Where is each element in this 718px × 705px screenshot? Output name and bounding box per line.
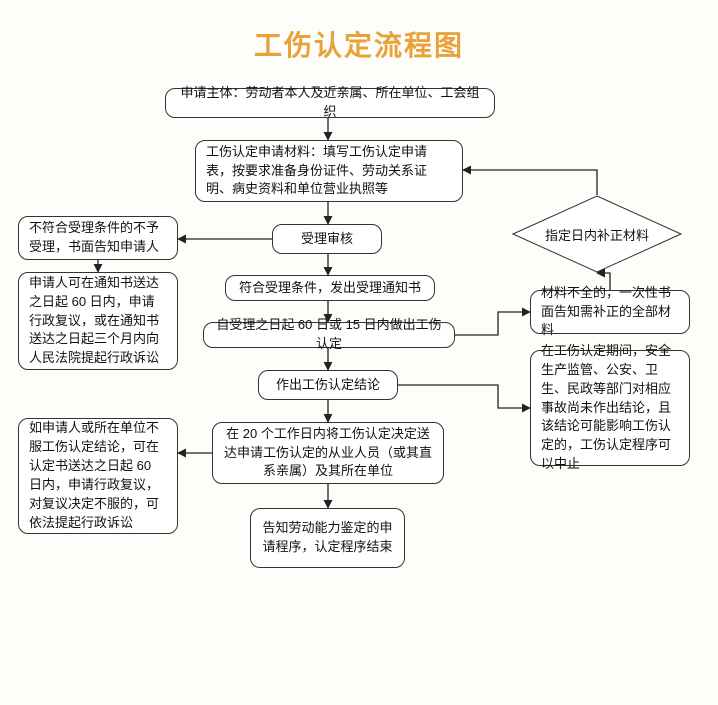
node-text: 符合受理条件，发出受理通知书 xyxy=(239,279,421,298)
node-text: 告知劳动能力鉴定的申请程序，认定程序结束 xyxy=(261,519,394,557)
node-disagree: 如申请人或所在单位不服工伤认定结论，可在认定书送达之日起 60 日内，申请行政复… xyxy=(18,418,178,534)
node-appeal-60d: 申请人可在通知书送达之日起 60 日内，申请行政复议，或在通知书送达之日起三个月… xyxy=(18,272,178,370)
node-text: 指定日内补正材料 xyxy=(545,225,649,244)
node-text: 在工伤认定期间，安全生产监管、公安、卫生、民政等部门对相应事故尚未作出结论，且该… xyxy=(541,342,679,474)
node-deadline: 自受理之日起 60 日或 15 日内做出工伤认定 xyxy=(203,322,455,348)
node-conclusion: 作出工伤认定结论 xyxy=(258,370,398,400)
node-incomplete-materials: 材料不全的，一次性书面告知需补正的全部材料 xyxy=(530,290,690,334)
node-text: 自受理之日起 60 日或 15 日内做出工伤认定 xyxy=(214,316,444,354)
flowchart-stage: 工伤认定流程图 申请主体：劳动者本人及近亲属、所在单位、工会组织 工伤认定申请材… xyxy=(0,0,718,705)
diagram-title: 工伤认定流程图 xyxy=(0,24,718,64)
node-text: 材料不全的，一次性书面告知需补正的全部材料 xyxy=(541,284,679,341)
node-accept-notice: 符合受理条件，发出受理通知书 xyxy=(225,275,435,301)
node-supplement-decision: 指定日内补正材料 xyxy=(512,195,682,273)
node-end: 告知劳动能力鉴定的申请程序，认定程序结束 xyxy=(250,508,405,568)
node-review: 受理审核 xyxy=(272,224,382,254)
node-text: 作出工伤认定结论 xyxy=(276,376,380,395)
node-text: 如申请人或所在单位不服工伤认定结论，可在认定书送达之日起 60 日内，申请行政复… xyxy=(29,419,167,532)
node-applicant: 申请主体：劳动者本人及近亲属、所在单位、工会组织 xyxy=(165,88,495,118)
node-reject: 不符合受理条件的不予受理，书面告知申请人 xyxy=(18,216,178,260)
node-delivery: 在 20 个工作日内将工伤认定决定送达申请工伤认定的从业人员（或其直系亲属）及其… xyxy=(212,422,444,484)
node-suspend: 在工伤认定期间，安全生产监管、公安、卫生、民政等部门对相应事故尚未作出结论，且该… xyxy=(530,350,690,466)
node-text: 受理审核 xyxy=(301,230,353,249)
node-text: 不符合受理条件的不予受理，书面告知申请人 xyxy=(29,219,167,257)
node-text: 申请主体：劳动者本人及近亲属、所在单位、工会组织 xyxy=(176,84,484,122)
node-text: 工伤认定申请材料：填写工伤认定申请表，按要求准备身份证件、劳动关系证明、病史资料… xyxy=(206,143,452,200)
node-text: 申请人可在通知书送达之日起 60 日内，申请行政复议，或在通知书送达之日起三个月… xyxy=(29,274,167,368)
node-text: 在 20 个工作日内将工伤认定决定送达申请工伤认定的从业人员（或其直系亲属）及其… xyxy=(223,425,433,482)
node-materials: 工伤认定申请材料：填写工伤认定申请表，按要求准备身份证件、劳动关系证明、病史资料… xyxy=(195,140,463,202)
